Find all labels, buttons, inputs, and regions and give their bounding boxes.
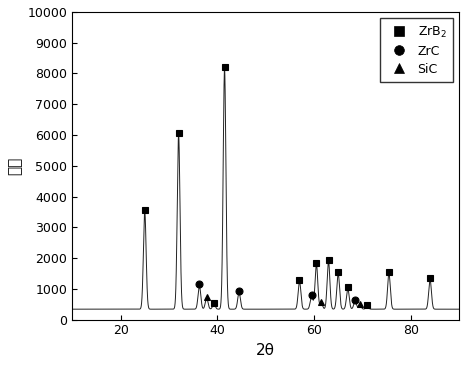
Y-axis label: 强度: 强度	[7, 157, 22, 175]
Legend: ZrB$_2$, ZrC, SiC: ZrB$_2$, ZrC, SiC	[380, 18, 453, 82]
X-axis label: 2θ: 2θ	[256, 343, 275, 358]
